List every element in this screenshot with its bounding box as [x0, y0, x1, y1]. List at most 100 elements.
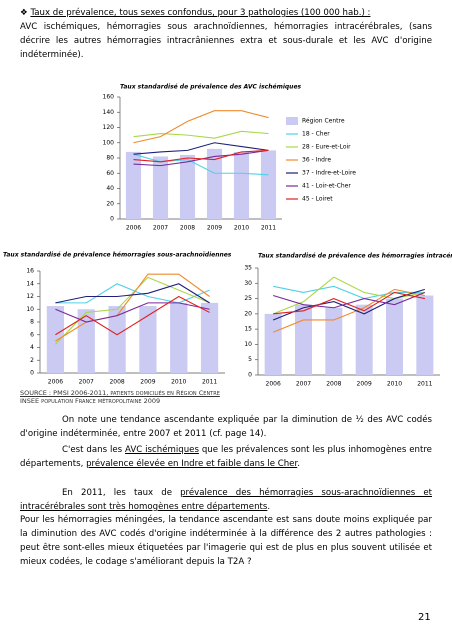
line	[55, 295, 210, 336]
bar	[200, 302, 219, 373]
line	[133, 149, 269, 163]
text-segment: .	[267, 502, 271, 512]
line	[55, 283, 210, 304]
legend-label: 36 - Indre	[302, 157, 331, 164]
y-tick-label: 20	[244, 310, 252, 317]
source: SOURCE : PMSI 2006-2011, patients domici…	[20, 389, 220, 405]
line	[273, 285, 425, 300]
line	[55, 302, 210, 323]
x-tick-label: 2011	[261, 225, 276, 232]
bar	[295, 304, 312, 375]
y-tick-label: 40	[106, 185, 114, 192]
y-tick-label: 14	[26, 280, 34, 287]
header-text: AVC ischémiques, hémorragies sous arachn…	[20, 22, 432, 60]
y-tick-label: 12	[26, 293, 34, 300]
x-tick-label: 2007	[296, 381, 311, 388]
x-tick-label: 2010	[387, 381, 402, 388]
paragraph: On note une tendance ascendante expliqué…	[20, 413, 432, 441]
x-tick-label: 2008	[326, 381, 341, 388]
y-tick-label: 6	[30, 331, 34, 338]
paragraph: Pour les hémorragies méningées, la tenda…	[20, 513, 432, 569]
paragraph: C'est dans les AVC ischémiques que les p…	[20, 443, 432, 471]
line	[273, 291, 425, 315]
y-tick-label: 4	[30, 344, 34, 351]
text-segment: prévalence élevée en Indre et faible dan…	[86, 459, 298, 469]
x-tick-label: 2007	[153, 225, 168, 232]
bar	[325, 307, 343, 375]
y-tick-label: 120	[103, 124, 115, 131]
y-tick-label: 0	[248, 372, 252, 379]
text-segment: que les prévalences sont les plus inhomo…	[20, 445, 432, 469]
bar	[416, 295, 434, 375]
y-tick-label: 20	[106, 200, 114, 207]
bar	[386, 298, 403, 375]
y-tick-label: 2	[30, 357, 34, 364]
legend-label: Région Centre	[302, 118, 345, 125]
text-segment: Pour les hémorragies méningées, la tenda…	[20, 515, 432, 567]
y-tick-label: 15	[244, 326, 252, 333]
bar	[206, 148, 223, 219]
y-tick-label: 25	[244, 295, 252, 302]
x-tick-label: 2006	[266, 381, 281, 388]
bar	[355, 304, 373, 375]
header-title: Taux de prévalence, tous sexes confondus…	[30, 8, 371, 18]
x-tick-label: 2010	[234, 225, 249, 232]
legend-label: 45 - Loiret	[302, 196, 333, 203]
chart-title: Taux standardisé de prévalence des AVC i…	[120, 84, 302, 91]
text-segment: C'est dans les	[62, 445, 126, 455]
bar	[139, 306, 157, 373]
y-tick-label: 60	[106, 170, 114, 177]
y-tick-label: 8	[30, 319, 34, 326]
legend-label: 18 - Cher	[302, 131, 330, 138]
chart-title: Taux standardisé de prévalence hémorragi…	[3, 252, 232, 259]
x-tick-label: 2009	[207, 225, 222, 232]
x-tick-label: 2011	[417, 381, 432, 388]
y-tick-label: 5	[248, 356, 252, 363]
y-tick-label: 30	[244, 280, 252, 287]
line	[272, 288, 425, 321]
x-tick-label: 2006	[48, 379, 63, 386]
bullet: ❖	[20, 8, 28, 18]
bar	[264, 313, 282, 375]
legend-label: 41 - Loir-et-Cher	[302, 183, 351, 190]
line	[133, 130, 269, 139]
x-tick-label: 2008	[180, 225, 195, 232]
text-segment: prévalence des hémorragies sous-arachnoï…	[20, 488, 433, 512]
legend-swatch	[286, 117, 298, 125]
source-line: INSEE population France métropolitaine 2…	[20, 397, 161, 405]
chart-title: Taux standardisé de prévalence des hémor…	[258, 253, 452, 260]
bar	[125, 151, 142, 219]
y-tick-label: 140	[103, 109, 115, 116]
text-segment: AVC ischémiques	[125, 445, 199, 455]
line	[133, 153, 269, 176]
x-tick-label: 2009	[357, 381, 372, 388]
y-tick-label: 35	[244, 265, 252, 272]
x-tick-label: 2009	[140, 379, 155, 386]
text-segment: En 2011, les taux de	[62, 488, 181, 498]
line	[273, 291, 426, 309]
y-tick-label: 10	[26, 306, 34, 313]
x-tick-label: 2011	[202, 379, 217, 386]
x-tick-label: 2006	[126, 225, 141, 232]
source-line: SOURCE : PMSI 2006-2011, patients domici…	[20, 389, 220, 397]
legend-label: 37 - Indre-et-Loire	[302, 170, 356, 177]
x-tick-label: 2010	[171, 379, 186, 386]
bar	[260, 150, 277, 219]
bar	[233, 151, 250, 219]
bar	[170, 302, 188, 373]
text-segment: On note une tendance ascendante expliqué…	[20, 415, 432, 439]
legend-label: 28 - Eure-et-Loir	[302, 144, 351, 151]
line	[133, 110, 269, 144]
y-tick-label: 100	[103, 139, 115, 146]
y-tick-label: 0	[110, 216, 114, 223]
line	[55, 283, 210, 304]
y-tick-label: 80	[106, 155, 114, 162]
x-tick-label: 2007	[79, 379, 94, 386]
line	[55, 276, 210, 345]
paragraph: En 2011, les taux de prévalence des hémo…	[20, 486, 432, 514]
line	[133, 142, 269, 155]
header: ❖ Taux de prévalence, tous sexes confond…	[20, 6, 432, 62]
bar	[46, 306, 65, 373]
